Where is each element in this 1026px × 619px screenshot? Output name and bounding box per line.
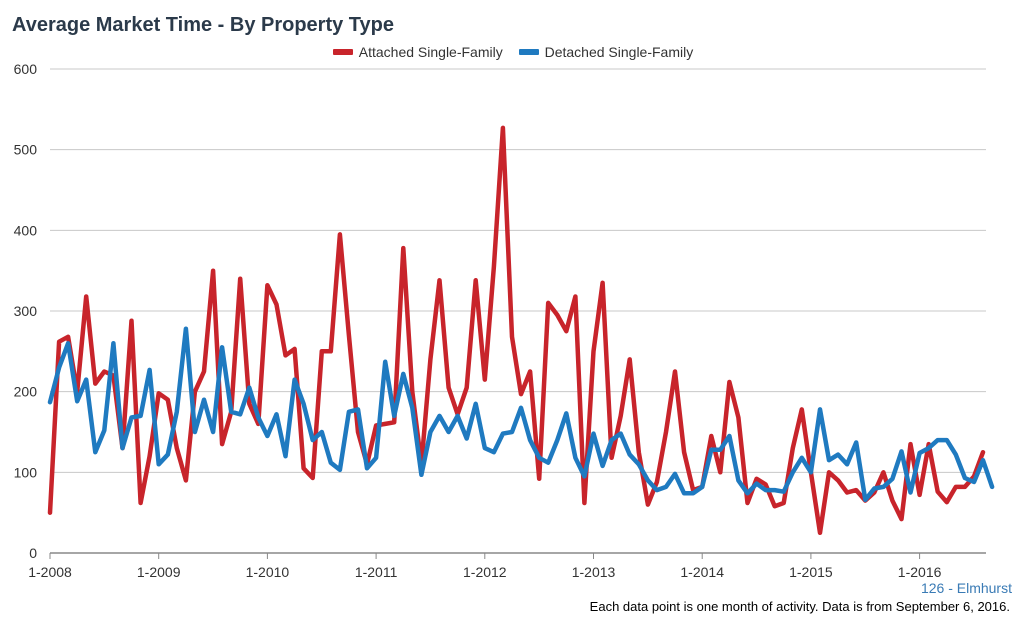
legend-item-detached[interactable]: Detached Single-Family [518,44,694,60]
series-line-detached[interactable] [47,326,995,503]
x-tick-label: 1-2012 [463,564,507,580]
footnote: Each data point is one month of activity… [589,599,1010,614]
x-tick-label: 1-2009 [137,564,181,580]
y-tick-label: 0 [29,545,37,561]
x-tick-label: 1-2008 [28,564,72,580]
y-tick-label: 600 [14,61,38,77]
x-tick-label: 1-2014 [680,564,724,580]
legend: Attached Single-Family Detached Single-F… [0,42,1026,60]
series-line-attached[interactable] [47,125,986,536]
y-tick-label: 300 [14,303,38,319]
x-axis: 1-2008 1-2009 1-2010 1-2011 1-2012 1-2013 1-20… [28,552,986,580]
y-tick-label: 100 [14,464,38,480]
legend-label-detached: Detached Single-Family [544,44,694,60]
chart-title: Average Market Time - By Property Type [12,14,394,36]
x-tick-label: 1-2015 [789,564,833,580]
legend-swatch-attached [332,49,353,55]
x-tick-label: 1-2010 [246,564,290,580]
y-tick-label: 400 [14,222,38,238]
area-label: 126 - Elmhurst [920,580,1012,596]
x-tick-label: 1-2013 [572,564,616,580]
legend-item-attached[interactable]: Attached Single-Family [332,44,503,60]
y-tick-label: 500 [14,142,38,158]
series-lines [47,125,995,536]
x-tick-label: 1-2011 [355,564,398,580]
legend-swatch-detached [518,49,539,55]
y-tick-label: 200 [14,384,38,400]
y-tick-labels: 0 100 200 300 400 500 600 [14,61,38,561]
x-tick-label: 1-2016 [898,564,942,580]
legend-label-attached: Attached Single-Family [358,44,503,60]
